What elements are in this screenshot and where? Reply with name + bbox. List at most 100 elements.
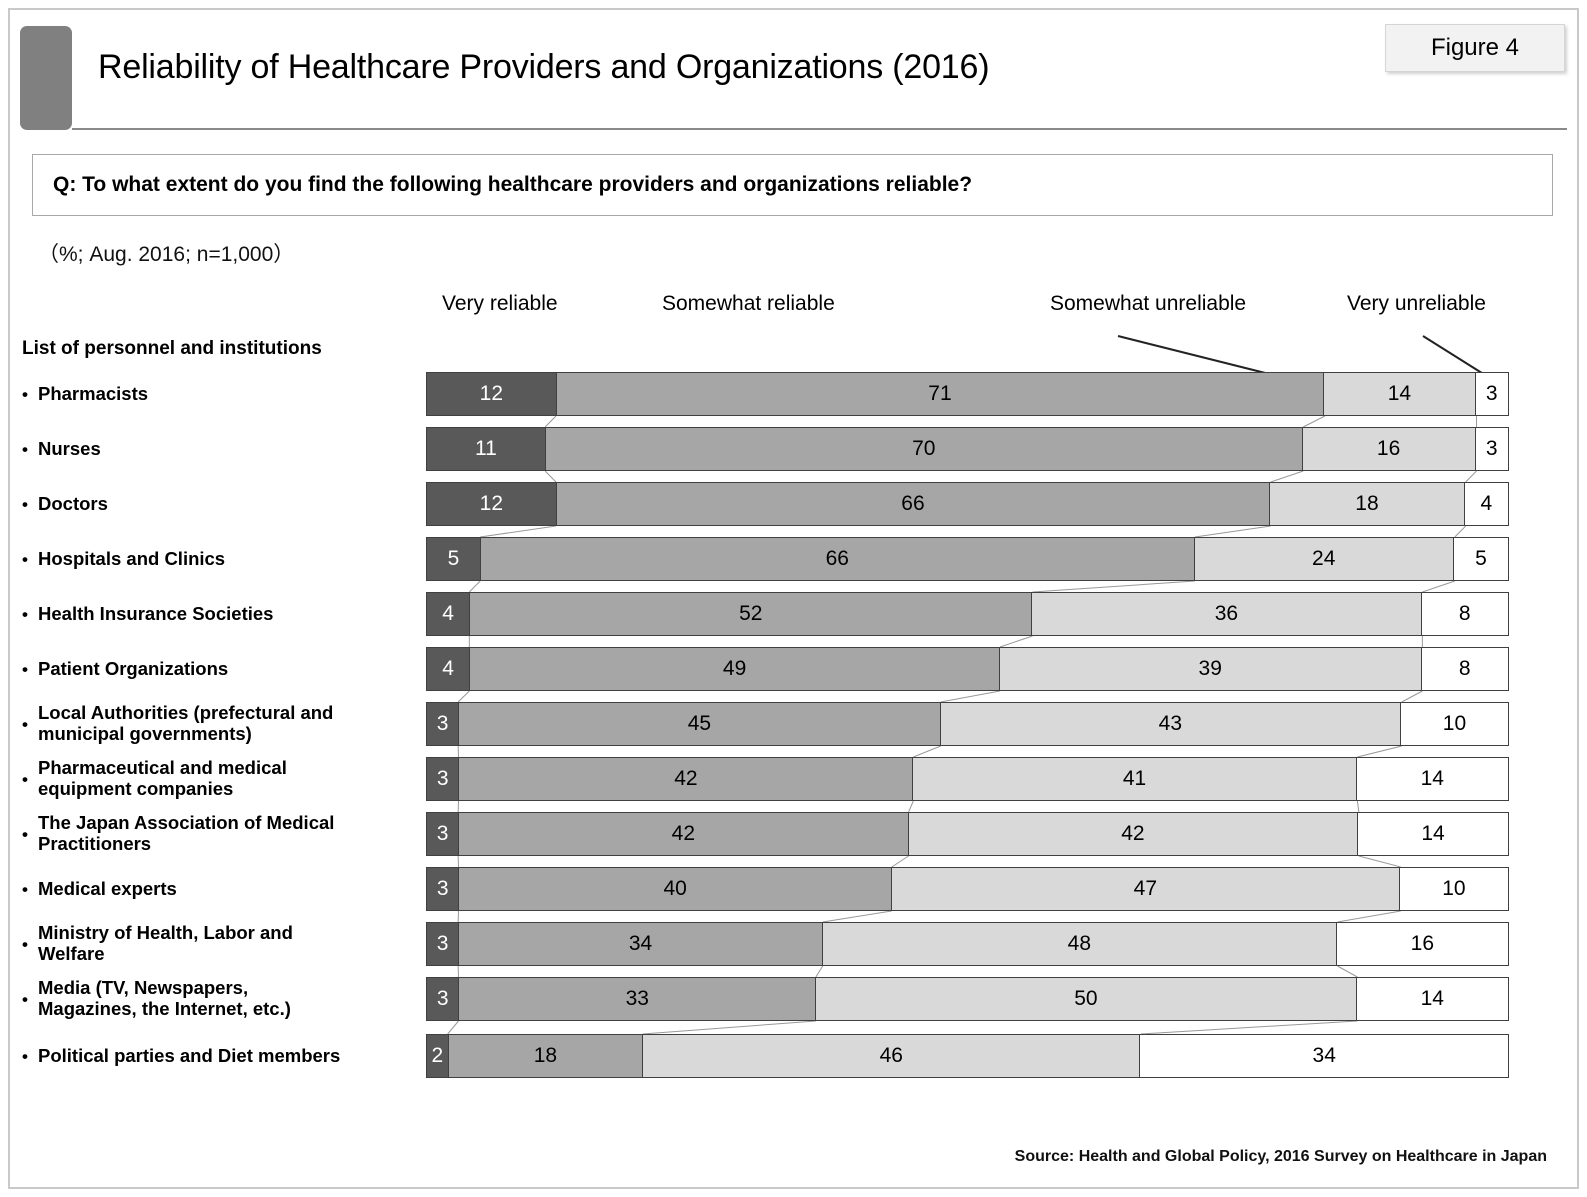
bar-segment: 34 (459, 923, 823, 965)
bar-segment: 3 (427, 703, 460, 745)
category-label: • Political parties and Diet members (22, 1034, 422, 1078)
category-label: • Medical experts (22, 867, 422, 911)
stacked-bar: 3 45 43 10 (426, 702, 1509, 746)
chart-row: • Pharmaceutical and medical equipment com… (10, 757, 1581, 801)
bar-segment: 3 (427, 868, 460, 910)
stacked-bar: 12 66 18 4 (426, 482, 1509, 526)
bar-segment: 66 (556, 483, 1271, 525)
bullet-icon: • (22, 824, 28, 844)
stacked-bar: 4 52 36 8 (426, 592, 1509, 636)
bar-segment: 3 (1475, 373, 1508, 415)
chart-row: • Patient Organizations 4 49 39 8 (10, 647, 1581, 691)
category-label-text: The Japan Association of Medical Practiti… (38, 812, 335, 854)
stacked-bar: 4 49 39 8 (426, 647, 1509, 691)
bar-segment: 33 (459, 978, 817, 1020)
stacked-bar: 3 40 47 10 (426, 867, 1509, 911)
bar-segment: 41 (913, 758, 1357, 800)
page-title: Reliability of Healthcare Providers and … (98, 48, 990, 86)
accent-block-icon (20, 26, 72, 130)
stacked-bar: 3 34 48 16 (426, 922, 1509, 966)
category-label: • Pharmacists (22, 372, 422, 416)
chart-row: • The Japan Association of Medical Practit… (10, 812, 1581, 856)
bar-segment: 71 (556, 373, 1325, 415)
bar-segment: 3 (1475, 428, 1508, 470)
bar-segment: 3 (427, 923, 460, 965)
bar-segment: 3 (427, 978, 460, 1020)
bullet-icon: • (22, 989, 28, 1009)
category-label: • Nurses (22, 427, 422, 471)
bar-segment: 2 (427, 1035, 449, 1077)
figure-frame: Reliability of Healthcare Providers and … (8, 8, 1579, 1189)
category-label: • Ministry of Health, Labor and Welfare (22, 922, 422, 966)
stacked-bar: 5 66 24 5 (426, 537, 1509, 581)
bar-segment: 14 (1356, 978, 1508, 1020)
bar-segment: 18 (448, 1035, 644, 1077)
chart-row: • Local Authorities (prefectural and munic… (10, 702, 1581, 746)
category-label-text: Patient Organizations (38, 657, 229, 679)
bar-segment: 3 (427, 758, 460, 800)
bar-segment: 12 (427, 483, 557, 525)
question-text: Q: To what extent do you find the follow… (53, 173, 973, 196)
bar-segment: 8 (1421, 593, 1508, 635)
bullet-icon: • (22, 769, 28, 789)
chart-row: • Political parties and Diet members 2 18 46… (10, 1034, 1581, 1078)
figure-badge-label: Figure 4 (1430, 34, 1520, 61)
bar-segment: 39 (999, 648, 1422, 690)
category-label-text: Pharmaceutical and medical equipment comp… (38, 757, 287, 799)
bullet-icon: • (22, 659, 28, 679)
category-label: • Doctors (22, 482, 422, 526)
bar-segment: 4 (1464, 483, 1508, 525)
bar-segment: 50 (816, 978, 1357, 1020)
category-label-text: Hospitals and Clinics (38, 547, 226, 569)
bar-segment: 8 (1421, 648, 1508, 690)
legend-item-0: Very reliable (442, 292, 558, 315)
bullet-icon: • (22, 604, 28, 624)
bar-segment: 48 (822, 923, 1337, 965)
bar-segment: 5 (427, 538, 482, 580)
chart-row: • Nurses 11 70 16 3 (10, 427, 1581, 471)
bar-segment: 4 (427, 593, 471, 635)
chart-row: • Media (TV, Newspapers, Magazines, the In… (10, 977, 1581, 1021)
bar-segment: 42 (459, 758, 914, 800)
bar-segment: 52 (470, 593, 1033, 635)
chart-row: • Medical experts 3 40 47 10 (10, 867, 1581, 911)
bar-segment: 14 (1324, 373, 1476, 415)
category-label-text: Nurses (38, 437, 101, 459)
figure-header: Reliability of Healthcare Providers and … (10, 10, 1577, 130)
bullet-icon: • (22, 714, 28, 734)
bar-segment: 5 (1453, 538, 1508, 580)
bar-segment: 18 (1270, 483, 1465, 525)
bar-segment: 42 (908, 813, 1359, 855)
chart-legend: Very reliable Somewhat reliable Somewhat u… (10, 292, 1577, 334)
stacked-bar: 12 71 14 3 (426, 372, 1509, 416)
bar-segment: 24 (1194, 538, 1454, 580)
bar-segment: 14 (1358, 813, 1508, 855)
category-label-text: Political parties and Diet members (38, 1044, 341, 1066)
category-label: • Hospitals and Clinics (22, 537, 422, 581)
source-note: Source: Health and Global Policy, 2016 S… (1014, 1148, 1547, 1165)
chart-row: • Hospitals and Clinics 5 66 24 5 (10, 537, 1581, 581)
bar-segment: 43 (940, 703, 1401, 745)
bar-segment: 45 (459, 703, 941, 745)
category-label-text: Pharmacists (38, 382, 149, 404)
bar-segment: 42 (459, 813, 909, 855)
category-label: • Patient Organizations (22, 647, 422, 691)
category-label-text: Ministry of Health, Labor and Welfare (38, 922, 293, 964)
chart-row: • Doctors 12 66 18 4 (10, 482, 1581, 526)
question-box: Q: To what extent do you find the follow… (32, 154, 1553, 216)
stacked-bar: 11 70 16 3 (426, 427, 1509, 471)
category-label: • Pharmaceutical and medical equipment com… (22, 757, 422, 801)
bar-segment: 12 (427, 373, 557, 415)
bullet-icon: • (22, 879, 28, 899)
bar-segment: 36 (1032, 593, 1422, 635)
legend-item-1: Somewhat reliable (662, 292, 835, 315)
bullet-icon: • (22, 439, 28, 459)
legend-item-2: Somewhat unreliable (1050, 292, 1247, 315)
bullet-icon: • (22, 1046, 28, 1066)
bullet-icon: • (22, 549, 28, 569)
category-label: • Health Insurance Societies (22, 592, 422, 636)
chart-row: • Pharmacists 12 71 14 3 (10, 372, 1581, 416)
bar-segment: 3 (427, 813, 460, 855)
title-divider (72, 128, 1567, 130)
chart-row: • Health Insurance Societies 4 52 36 8 (10, 592, 1581, 636)
